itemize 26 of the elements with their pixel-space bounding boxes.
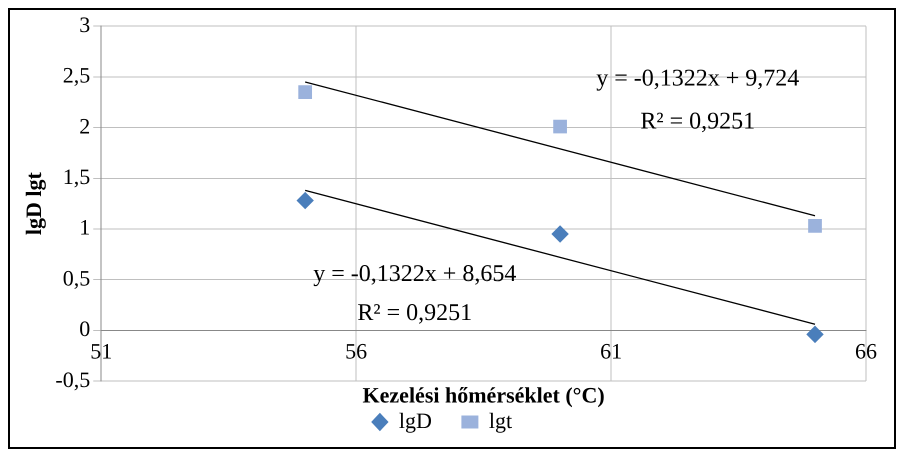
y-tick-label: 0 — [79, 316, 90, 342]
point — [298, 85, 312, 99]
annotation: y = -0,1322x + 9,724 — [596, 66, 800, 92]
point — [296, 192, 314, 210]
y-tick-label: 1 — [79, 214, 90, 240]
x-tick-label: 61 — [600, 338, 622, 364]
point — [553, 120, 567, 134]
y-tick-label: 3 — [79, 12, 90, 37]
y-tick-label: 2 — [79, 113, 90, 138]
x-tick-label: 51 — [90, 338, 112, 364]
point — [806, 326, 824, 343]
y-tick-label: 0,5 — [62, 265, 90, 290]
y-axis-title: lgD lgt — [20, 171, 46, 236]
y-tick-label: -0,5 — [55, 366, 90, 392]
x-tick-label: 66 — [855, 338, 877, 364]
annotation: y = -0,1322x + 8,654 — [313, 260, 516, 287]
point — [552, 226, 569, 243]
annotation: R² = 0,9251 — [357, 300, 472, 326]
x-axis-title: Kezelési hőmérséklet (°C) — [362, 382, 605, 408]
point — [808, 219, 822, 233]
y-tick-label: 1,5 — [62, 164, 90, 190]
annotation: R² = 0,9251 — [640, 108, 756, 134]
legend-label: lgD — [398, 408, 432, 433]
legend-label: lgt — [488, 408, 512, 433]
y-tick-label: 2,5 — [62, 62, 90, 88]
x-tick-label: 56 — [345, 338, 368, 364]
